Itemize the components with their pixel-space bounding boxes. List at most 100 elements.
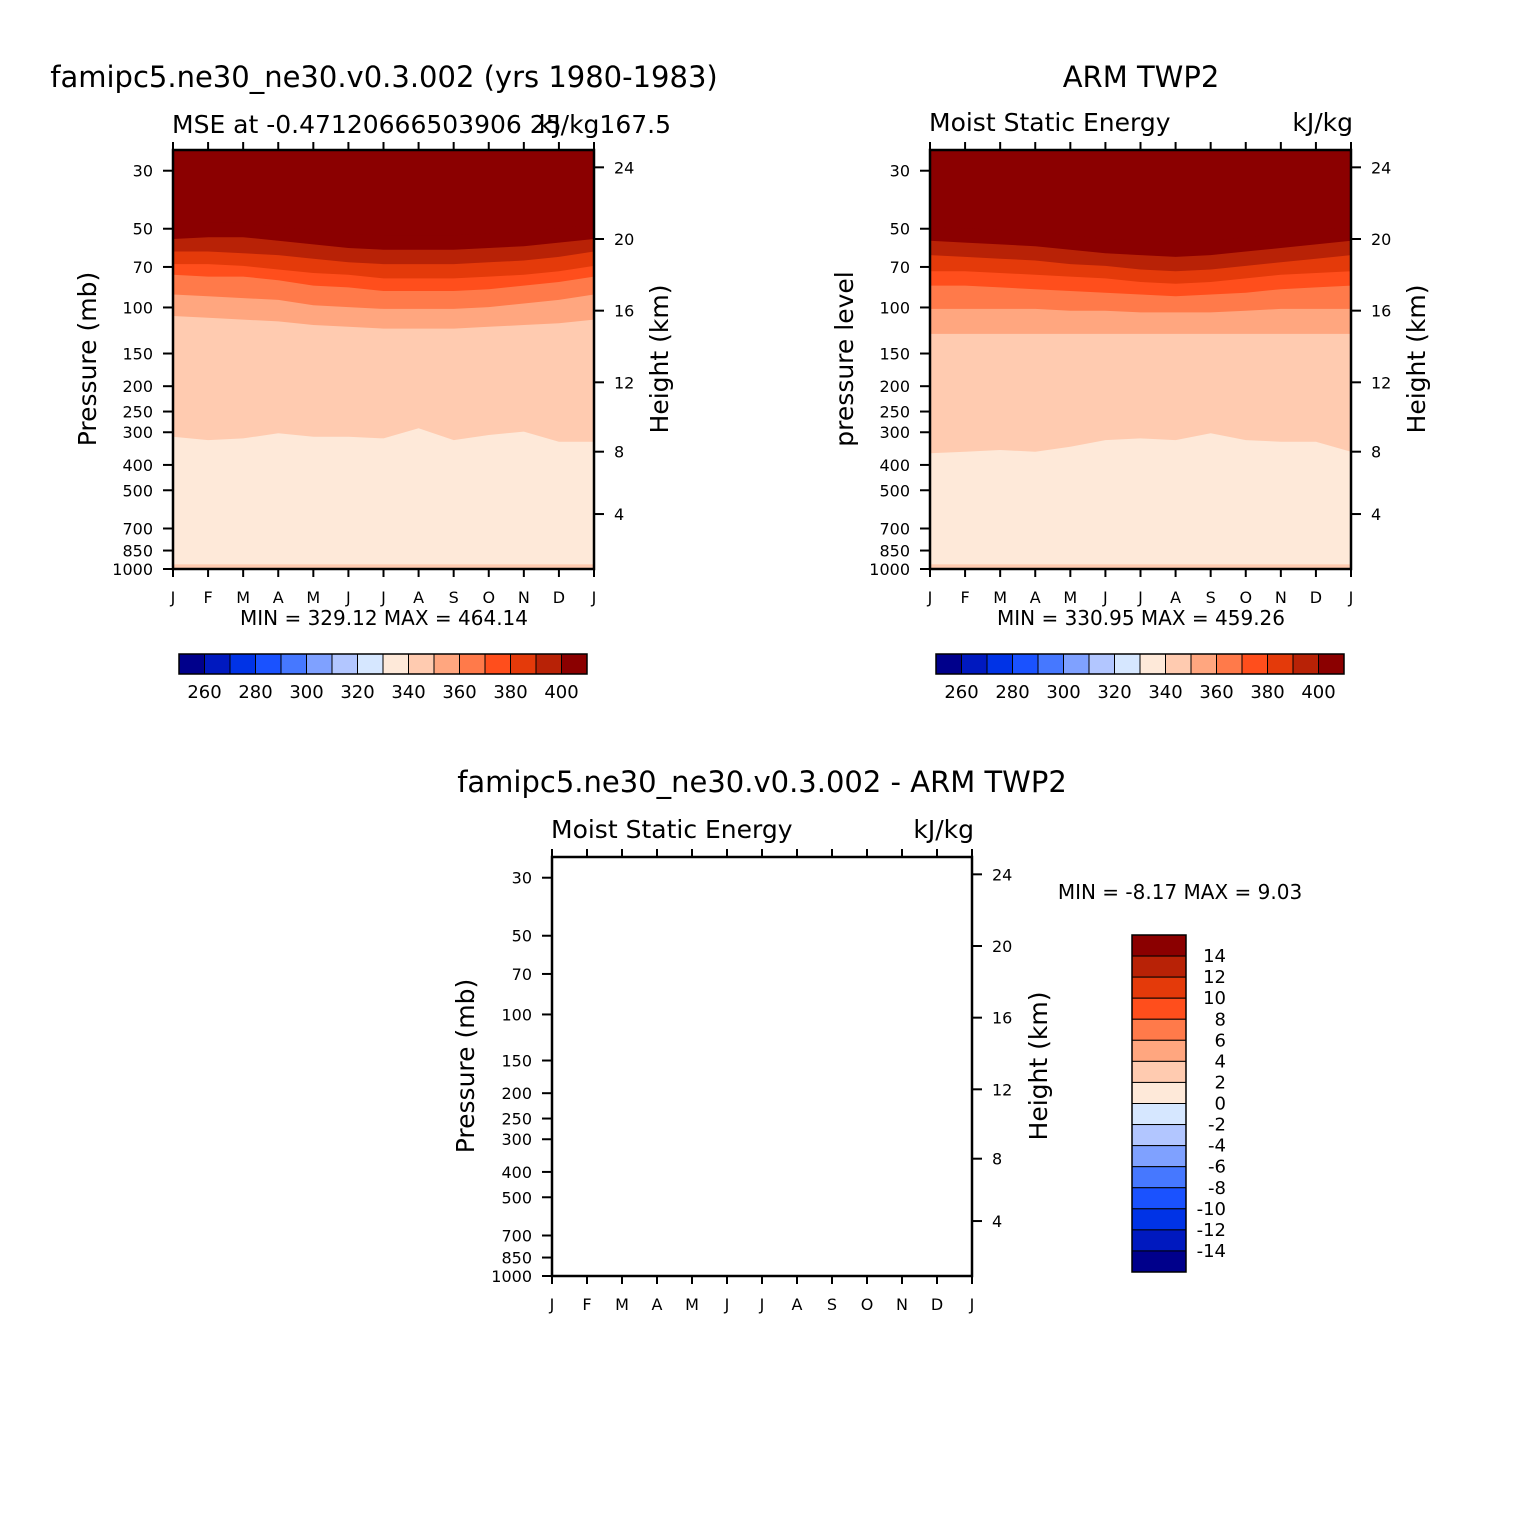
panel-diff-stats: MIN = -8.17 MAX = 9.03: [1058, 880, 1302, 904]
panel-diff-colorbar-label: 12: [1203, 967, 1226, 988]
panel-diff-colorbar-label: -6: [1208, 1157, 1226, 1178]
panel-diff-xtick-label: M: [685, 1295, 699, 1314]
panel-obs-colorbar-box: [1063, 653, 1090, 675]
panel-diff-ytick-label: 400: [501, 1163, 532, 1182]
panel-model-colorbar-box: [561, 653, 588, 675]
panel-obs-ytick-right-label: 20: [1371, 230, 1391, 249]
panel-diff-xtick-label: J: [724, 1295, 730, 1314]
panel-obs-colorbar-box: [1012, 653, 1039, 675]
panel-model-subtitle-right: kJ/kg167.5: [539, 110, 671, 139]
panel-diff-colorbar-box: [1131, 1124, 1187, 1147]
panel-diff-subtitle-left: Moist Static Energy: [551, 815, 793, 844]
panel-obs-ytick-right-label: 4: [1371, 505, 1381, 524]
panel-obs-colorbar-label: 340: [1148, 682, 1182, 703]
panel-diff-ytick-right-label: 4: [992, 1212, 1002, 1231]
panel-model-ylabel-right: Height (km): [645, 285, 674, 434]
panel-model-title: famipc5.ne30_ne30.v0.3.002 (yrs 1980-198…: [50, 60, 717, 94]
panel-obs-ytick-label: 300: [879, 423, 910, 442]
panel-model-colorbar-label: 360: [442, 682, 476, 703]
panel-obs-colorbar-box: [1267, 653, 1294, 675]
panel-model-colorbar-box: [484, 653, 511, 675]
panel-obs-ytick-right-label: 12: [1371, 373, 1391, 392]
panel-obs-colorbar-label: 260: [944, 682, 978, 703]
panel-model-colorbar-label: 320: [340, 682, 374, 703]
panel-model-xtick-label: J: [170, 588, 176, 607]
panel-obs-stats: MIN = 330.95 MAX = 459.26: [997, 606, 1285, 630]
panel-diff-xtick-label: O: [861, 1295, 874, 1314]
panel-obs-colorbar-box: [1216, 653, 1243, 675]
panel-obs-ytick-label: 700: [879, 519, 910, 538]
panel-diff-xtick-label: J: [759, 1295, 765, 1314]
panel-obs-xtick-label: J: [1102, 588, 1108, 607]
panel-diff-ytick-right-label: 24: [992, 865, 1012, 884]
panel-obs-xtick-label: M: [993, 588, 1007, 607]
panel-obs-colorbar-label: 320: [1097, 682, 1131, 703]
panel-obs-xtick-label: J: [1348, 588, 1354, 607]
panel-obs-title: ARM TWP2: [1063, 60, 1220, 94]
panel-diff-colorbar-box: [1131, 1018, 1187, 1041]
panel-diff-xtick-label: J: [969, 1295, 975, 1314]
panel-model-xtick-label: M: [236, 588, 250, 607]
panel-model-band-340: [173, 428, 594, 569]
panel-model-ytick-label: 250: [122, 403, 153, 422]
panel-diff-colorbar-label: 4: [1215, 1051, 1226, 1072]
panel-model-colorbar-box: [459, 653, 486, 675]
panel-model-colorbar-box: [204, 653, 231, 675]
panel-model-xtick-label: J: [380, 588, 386, 607]
panel-model-colorbar-label: 400: [544, 682, 578, 703]
panel-obs-subtitle-right: kJ/kg: [1292, 108, 1353, 137]
panel-obs-colorbar-frame: [935, 653, 1345, 675]
panel-obs-xtick-label: O: [1239, 588, 1252, 607]
panel-diff-xtick-label: F: [582, 1295, 591, 1314]
panel-diff-colorbar-label: 2: [1215, 1072, 1226, 1093]
panel-obs-xtick-label: A: [1030, 588, 1041, 607]
panel-obs-colorbar-label: 400: [1301, 682, 1335, 703]
panel-model-colorbar-box: [280, 653, 307, 675]
panel-model-colorbar-box: [178, 653, 205, 675]
panel-obs-ylabel: pressure level: [830, 271, 859, 446]
panel-model-ytick-label: 100: [122, 298, 153, 317]
panel-model-xtick-label: M: [306, 588, 320, 607]
panel-model-ytick-right-label: 24: [614, 158, 634, 177]
panel-obs-colorbar-label: 280: [995, 682, 1029, 703]
panel-model-colorbar-label: 380: [493, 682, 527, 703]
panel-obs-ytick-right-label: 16: [1371, 302, 1391, 321]
panel-model-colorbar-label: 280: [238, 682, 272, 703]
panel-model-colorbar-box: [331, 653, 358, 675]
panel-obs-colorbar-box: [1241, 653, 1268, 675]
panel-model-colorbar-box: [535, 653, 562, 675]
panel-diff-xtick-label: S: [827, 1295, 837, 1314]
panel-model-ytick-label: 50: [133, 220, 153, 239]
panel-obs-band-340: [930, 433, 1351, 569]
panel-diff-colorbar-label: 6: [1215, 1030, 1226, 1051]
panel-model-xtick-label: D: [553, 588, 565, 607]
panel-obs-colorbar-box: [1139, 653, 1166, 675]
panel-obs-xtick-label: F: [960, 588, 969, 607]
panel-diff-xtick-label: A: [792, 1295, 803, 1314]
panel-diff-xtick-label: N: [896, 1295, 908, 1314]
panel-diff-ytick-label: 30: [512, 869, 532, 888]
panel-diff-colorbar-label: 14: [1203, 946, 1226, 967]
panel-model-ytick-label: 70: [133, 258, 153, 277]
panel-diff-ytick-right-label: 20: [992, 937, 1012, 956]
panel-model-colorbar-label: 340: [391, 682, 425, 703]
panel-diff-colorbar-label: 10: [1203, 988, 1226, 1009]
panel-diff-xtick-label: A: [652, 1295, 663, 1314]
panel-diff-colorbar-label: -2: [1208, 1115, 1226, 1136]
panel-model-xtick-label: S: [449, 588, 459, 607]
panel-obs-colorbar-label: 380: [1250, 682, 1284, 703]
panel-diff-ytick-label: 70: [512, 965, 532, 984]
panel-diff-colorbar-box: [1131, 1145, 1187, 1168]
panel-model-ytick-label: 850: [122, 542, 153, 561]
panel-diff-colorbar-box: [1131, 976, 1187, 999]
panel-model-band-top: [173, 150, 594, 236]
panel-model-colorbar-box: [433, 653, 460, 675]
panel-model-ytick-label: 300: [122, 423, 153, 442]
panel-diff-ytick-label: 200: [501, 1084, 532, 1103]
panel-model-subtitle-left: MSE at -0.47120666503906 25: [172, 110, 562, 139]
panel-diff-colorbar-box: [1131, 1060, 1187, 1083]
panel-model-ylabel: Pressure (mb): [73, 272, 102, 446]
